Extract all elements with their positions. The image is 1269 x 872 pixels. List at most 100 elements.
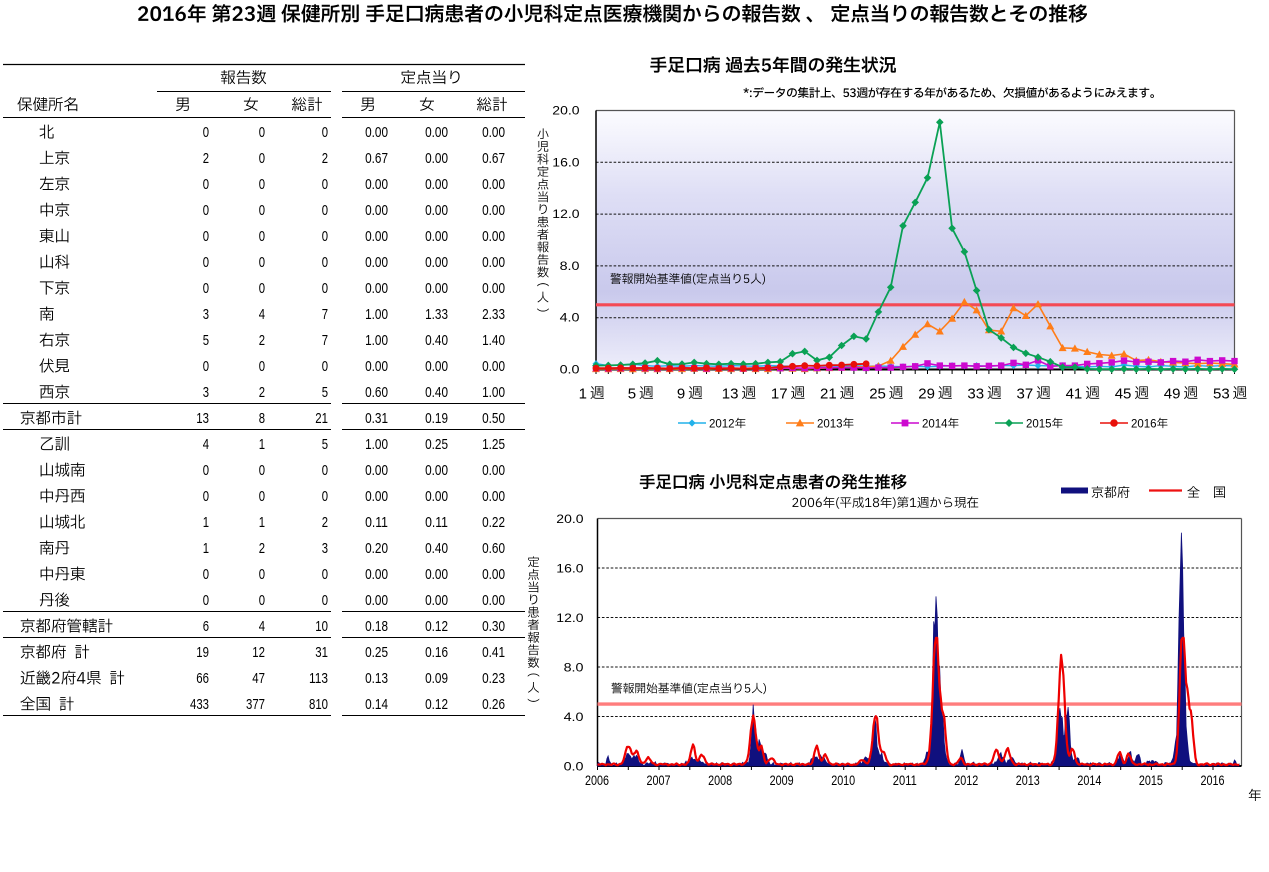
svg-text:2007: 2007 [647, 772, 671, 788]
svg-text:0: 0 [322, 566, 328, 583]
svg-text:45: 45 [1115, 385, 1132, 402]
svg-text:0.25: 0.25 [425, 436, 448, 453]
svg-text:0.00: 0.00 [425, 202, 448, 219]
svg-text:0: 0 [259, 176, 265, 193]
svg-text:5: 5 [322, 436, 328, 453]
svg-text:2011: 2011 [893, 772, 917, 788]
svg-text:0.30: 0.30 [482, 618, 505, 635]
svg-text:0: 0 [203, 592, 209, 609]
svg-text:0: 0 [259, 592, 265, 609]
svg-text:1: 1 [203, 540, 209, 557]
svg-text:0.22: 0.22 [482, 514, 505, 531]
svg-text:0: 0 [203, 358, 209, 375]
svg-text:0: 0 [259, 150, 265, 167]
svg-text:0.00: 0.00 [482, 566, 505, 583]
svg-text:0.00: 0.00 [425, 592, 448, 609]
svg-text:0.00: 0.00 [425, 462, 448, 479]
svg-text:0.00: 0.00 [425, 124, 448, 141]
svg-text:0.67: 0.67 [482, 150, 505, 167]
svg-text:4.0: 4.0 [560, 311, 580, 325]
svg-text:0.00: 0.00 [425, 150, 448, 167]
svg-text:0.50: 0.50 [482, 410, 505, 427]
svg-text:113: 113 [309, 670, 328, 687]
svg-text:0: 0 [203, 228, 209, 245]
svg-text:0.00: 0.00 [365, 462, 388, 479]
svg-text:10: 10 [315, 618, 328, 635]
svg-text:0: 0 [259, 488, 265, 505]
svg-text:0.67: 0.67 [365, 150, 388, 167]
svg-text:2015: 2015 [1139, 772, 1163, 788]
svg-text:8: 8 [259, 410, 265, 427]
svg-text:0.13: 0.13 [365, 670, 388, 687]
svg-text:0.20: 0.20 [365, 540, 388, 557]
svg-text:1.40: 1.40 [482, 332, 505, 349]
svg-text:0.40: 0.40 [425, 332, 448, 349]
svg-text:4: 4 [259, 306, 265, 323]
svg-text:0: 0 [322, 592, 328, 609]
svg-text:16.0: 16.0 [552, 155, 580, 169]
svg-text:2: 2 [259, 540, 265, 557]
svg-text:2: 2 [259, 332, 265, 349]
svg-text:1: 1 [203, 514, 209, 531]
svg-text:0.00: 0.00 [482, 462, 505, 479]
svg-text:0.00: 0.00 [482, 592, 505, 609]
svg-text:12: 12 [252, 644, 265, 661]
svg-text:0: 0 [322, 254, 328, 271]
svg-text:0.00: 0.00 [365, 254, 388, 271]
svg-text:1.25: 1.25 [482, 436, 505, 453]
svg-text:0: 0 [259, 202, 265, 219]
svg-text:0.16: 0.16 [425, 644, 448, 661]
svg-text:17: 17 [771, 385, 788, 402]
svg-text:0.09: 0.09 [425, 670, 448, 687]
svg-text:5: 5 [203, 332, 209, 349]
svg-text:19: 19 [196, 644, 209, 661]
svg-text:21: 21 [315, 410, 328, 427]
svg-text:41: 41 [1066, 385, 1083, 402]
svg-text:0: 0 [322, 280, 328, 297]
svg-text:2008: 2008 [708, 772, 732, 788]
svg-text:0.00: 0.00 [425, 488, 448, 505]
svg-text:3: 3 [322, 540, 328, 557]
svg-text:0.00: 0.00 [482, 280, 505, 297]
svg-text:66: 66 [196, 670, 209, 687]
svg-text:2014: 2014 [922, 419, 948, 431]
svg-text:2016: 2016 [1201, 772, 1225, 788]
svg-text:0: 0 [203, 566, 209, 583]
svg-text:0.00: 0.00 [425, 176, 448, 193]
svg-text:0.00: 0.00 [482, 176, 505, 193]
svg-text:2006: 2006 [585, 772, 609, 788]
svg-text:53: 53 [1213, 385, 1230, 402]
svg-text:9: 9 [677, 385, 685, 402]
svg-text:0.00: 0.00 [425, 280, 448, 297]
svg-text:49: 49 [1164, 385, 1181, 402]
svg-text:0.00: 0.00 [365, 124, 388, 141]
svg-text:3: 3 [203, 384, 209, 401]
svg-text:0.00: 0.00 [425, 358, 448, 375]
svg-text:0.41: 0.41 [482, 644, 505, 661]
svg-text:0.00: 0.00 [365, 566, 388, 583]
svg-text:0.00: 0.00 [365, 228, 388, 245]
svg-text:13: 13 [722, 385, 739, 402]
svg-text:0.00: 0.00 [482, 254, 505, 271]
svg-text:0.12: 0.12 [425, 696, 448, 713]
svg-text:1.00: 1.00 [365, 436, 388, 453]
svg-text:33: 33 [967, 385, 984, 402]
svg-text:0.12: 0.12 [425, 618, 448, 635]
svg-text:0.00: 0.00 [425, 254, 448, 271]
svg-text:0: 0 [203, 488, 209, 505]
svg-text:1: 1 [259, 514, 265, 531]
svg-text:0.00: 0.00 [365, 488, 388, 505]
svg-text:0.11: 0.11 [365, 514, 388, 531]
svg-text:810: 810 [309, 696, 328, 713]
svg-text:2: 2 [259, 384, 265, 401]
svg-text:2009: 2009 [770, 772, 794, 788]
svg-text:0.19: 0.19 [425, 410, 448, 427]
svg-text:0: 0 [203, 176, 209, 193]
svg-text:7: 7 [322, 306, 328, 323]
svg-text:0: 0 [322, 228, 328, 245]
svg-text:0.00: 0.00 [365, 202, 388, 219]
svg-text:1.33: 1.33 [425, 306, 448, 323]
svg-text:6: 6 [203, 618, 209, 635]
svg-text:0: 0 [259, 254, 265, 271]
svg-text:5: 5 [322, 384, 328, 401]
